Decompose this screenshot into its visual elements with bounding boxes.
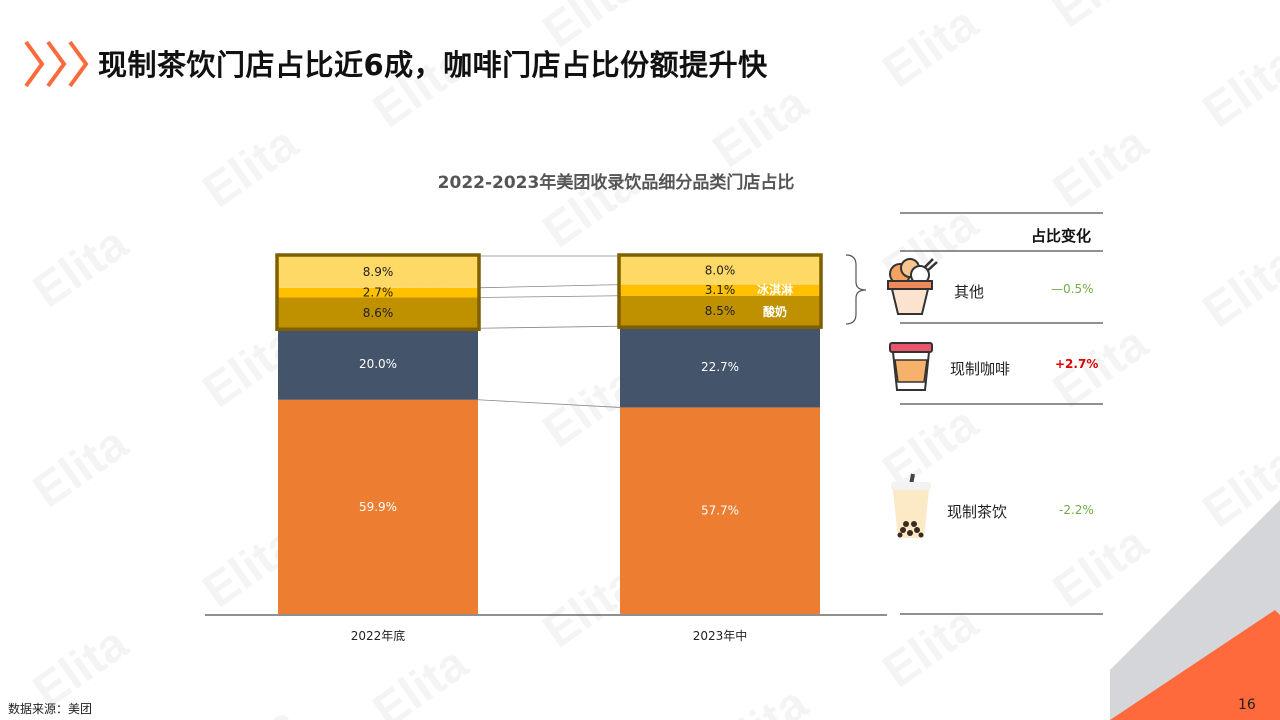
bar-segment	[278, 399, 478, 614]
connector-line	[477, 325, 621, 329]
bar-segment	[278, 297, 478, 329]
x-tick-label-2022: 2022年底	[351, 628, 406, 643]
data-label: 20.0%	[359, 357, 397, 371]
data-label: 8.0%	[705, 263, 736, 277]
side-panel-header: 占比变化	[1031, 227, 1092, 245]
data-label: 2.7%	[363, 286, 394, 300]
chevron-right-icon	[24, 40, 89, 88]
chart-title: 2022-2023年美团收录饮品细分品类门店占比	[437, 173, 795, 193]
data-label: 57.7%	[701, 504, 739, 518]
callout-ice-cream: 冰淇淋	[757, 282, 793, 297]
bar-segment	[620, 284, 820, 296]
data-label: 3.1%	[705, 283, 736, 297]
bar-segment	[278, 287, 478, 298]
coffee-cup-icon	[889, 342, 933, 391]
data-label: 8.5%	[705, 304, 736, 318]
side-item-label-coffee: 现制咖啡	[950, 360, 1011, 378]
callout-yogurt: 酸奶	[763, 304, 787, 319]
data-label: 22.7%	[701, 360, 739, 374]
group-bracket	[845, 254, 867, 325]
bubble-tea-icon	[891, 473, 931, 538]
highlight-frame	[275, 253, 481, 331]
data-label: 8.6%	[363, 306, 394, 320]
page-title: 现制茶饮门店占比近6成，咖啡门店占比份额提升快	[98, 48, 768, 82]
x-tick-label-2023: 2023年中	[693, 628, 748, 643]
data-label: 8.9%	[363, 265, 394, 279]
connector-line	[477, 399, 621, 408]
bar-segment	[278, 328, 478, 400]
side-item-change-coffee: +2.7%	[1055, 357, 1099, 371]
bar-segment	[620, 256, 820, 285]
side-item-change-tea: -2.2%	[1059, 503, 1094, 517]
bar-segment	[620, 407, 820, 614]
side-item-change-other: —0.5%	[1051, 282, 1094, 296]
bar-segment	[620, 326, 820, 408]
page-number: 16	[1238, 697, 1256, 713]
ice-cream-icon	[887, 258, 938, 315]
data-label: 59.9%	[359, 500, 397, 514]
side-item-label-other: 其他	[954, 283, 985, 301]
highlight-frame	[617, 253, 823, 329]
bar-segment	[620, 295, 820, 327]
connector-line	[477, 284, 621, 289]
side-item-label-tea: 现制茶饮	[947, 503, 1008, 521]
connector-line	[477, 295, 621, 298]
bar-segment	[278, 256, 478, 288]
source-note: 数据来源：美团	[8, 702, 93, 716]
